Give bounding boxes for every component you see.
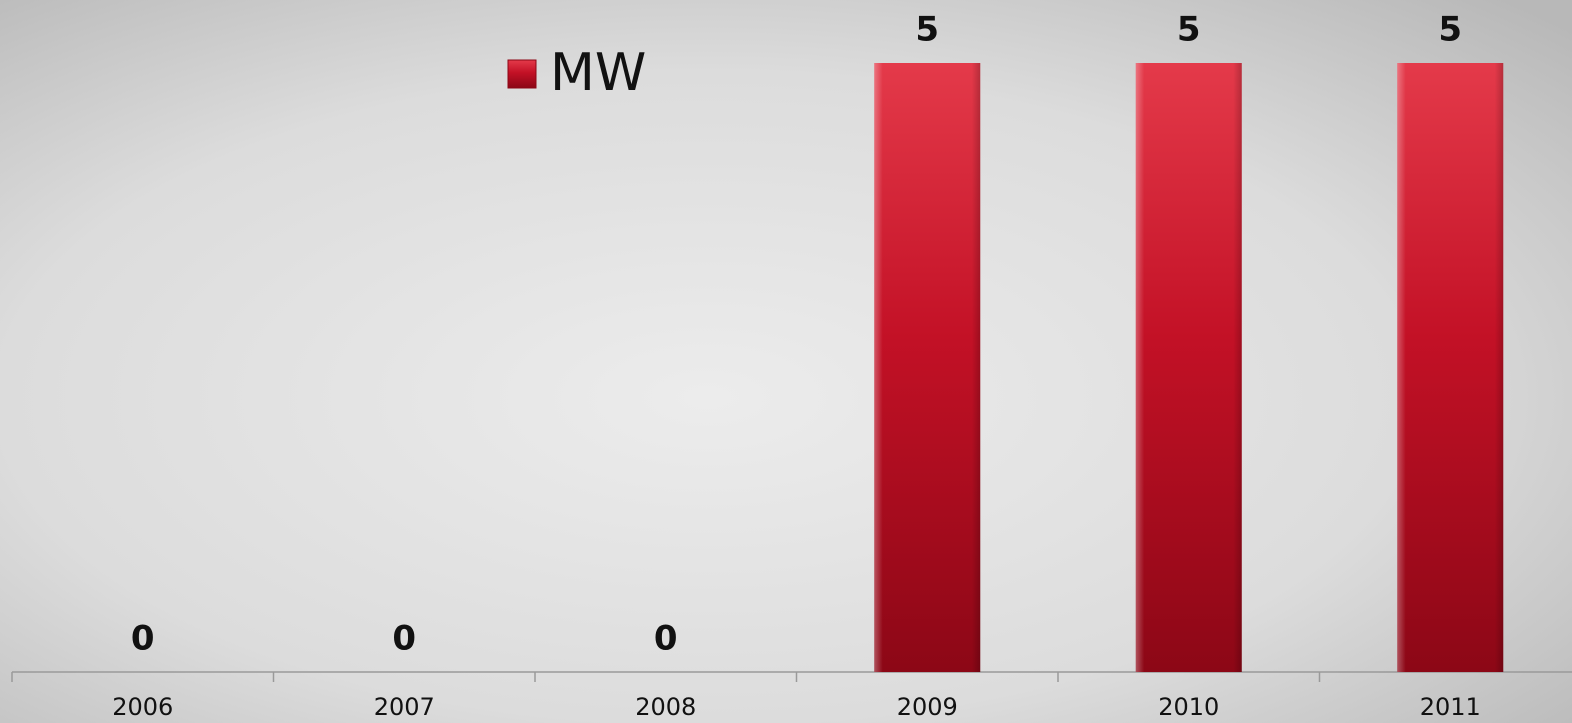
bar-shade <box>1135 63 1242 672</box>
x-tick-label: 2008 <box>635 693 696 721</box>
value-label: 0 <box>131 619 155 659</box>
value-label: 0 <box>392 619 416 659</box>
legend-swatch <box>507 59 537 89</box>
x-tick-label: 2006 <box>112 693 173 721</box>
value-label: 5 <box>1177 10 1201 50</box>
x-tick-label: 2009 <box>897 693 958 721</box>
x-tick-label: 2011 <box>1420 693 1481 721</box>
x-tick-label: 2010 <box>1158 693 1219 721</box>
legend-label: MW <box>550 43 646 103</box>
bar-shade <box>874 63 981 672</box>
bar-shade <box>1397 63 1504 672</box>
x-tick-label: 2007 <box>374 693 435 721</box>
value-label: 5 <box>915 10 939 50</box>
value-label: 0 <box>654 619 678 659</box>
value-label: 5 <box>1438 10 1462 50</box>
